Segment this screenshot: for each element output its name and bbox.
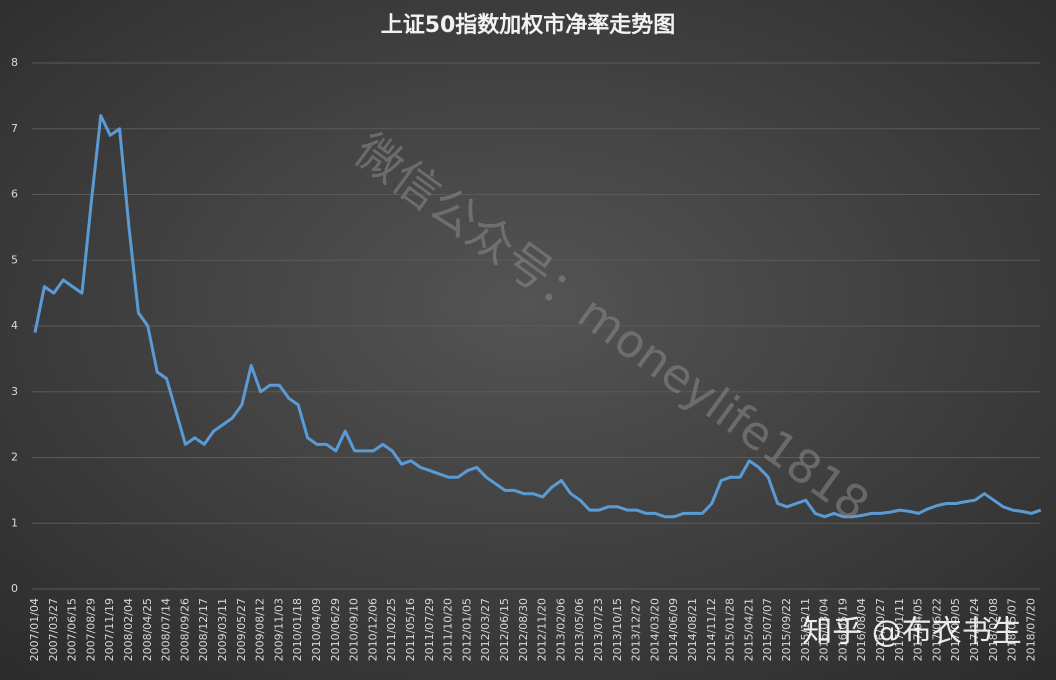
x-tick-label: 2011/05/16 [404, 598, 417, 661]
data-line [33, 114, 1042, 519]
x-tick-label: 2018/07/20 [1024, 598, 1037, 661]
x-tick-label: 2010/01/18 [291, 598, 304, 661]
x-tick-label: 2015/01/28 [724, 598, 737, 661]
x-tick-label: 2016/10/27 [874, 598, 887, 661]
x-tick-label: 2014/06/09 [667, 598, 680, 661]
x-tick-label: 2008/02/04 [122, 598, 135, 661]
x-tick-label: 2014/03/20 [648, 598, 661, 661]
x-tick-label: 2007/01/04 [28, 598, 41, 661]
x-tick-label: 2016/08/04 [855, 598, 868, 661]
x-tick-label: 2008/04/25 [141, 598, 154, 661]
y-tick-label: 1 [11, 516, 18, 529]
x-tick-label: 2014/11/12 [705, 598, 718, 661]
x-tick-label: 2013/10/15 [611, 598, 624, 661]
y-tick-label: 2 [11, 451, 18, 464]
x-tick-label: 2015/09/22 [780, 598, 793, 661]
x-tick-label: 2009/05/27 [235, 598, 248, 661]
x-tick-label: 2016/03/04 [818, 598, 831, 661]
x-tick-label: 2010/09/10 [348, 598, 361, 661]
x-tick-label: 2018/05/07 [1006, 598, 1019, 661]
x-tick-label: 2010/12/06 [366, 598, 379, 661]
x-tick-label: 2012/01/05 [460, 598, 473, 661]
x-tick-label: 2007/06/15 [66, 598, 79, 661]
x-tick-label: 2016/05/19 [836, 598, 849, 661]
x-tick-label: 2007/03/27 [47, 598, 60, 661]
x-tick-label: 2017/09/05 [949, 598, 962, 661]
x-tick-label: 2017/06/22 [930, 598, 943, 661]
x-tick-label: 2007/08/29 [84, 598, 97, 661]
x-tick-label: 2015/12/11 [799, 598, 812, 661]
x-tick-label: 2014/08/21 [686, 598, 699, 661]
y-tick-label: 3 [11, 385, 18, 398]
chart-title: 上证50指数加权市净率走势图 [381, 12, 676, 38]
x-tick-label: 2013/05/06 [573, 598, 586, 661]
x-tick-label: 2011/07/29 [423, 598, 436, 661]
x-tick-label: 2011/02/25 [385, 598, 398, 661]
x-tick-label: 2012/03/27 [479, 598, 492, 661]
x-tick-label: 2011/10/20 [442, 598, 455, 661]
x-tick-label: 2017/01/11 [893, 598, 906, 661]
x-tick-label: 2013/02/06 [554, 598, 567, 661]
x-tick-label: 2008/12/17 [197, 598, 210, 661]
y-tick-label: 4 [11, 319, 18, 332]
x-tick-label: 2017/11/24 [968, 598, 981, 661]
x-tick-label: 2007/11/19 [103, 598, 116, 661]
watermark: 知乎 @布衣书生 [802, 615, 1022, 650]
x-tick-label: 2015/04/21 [742, 598, 755, 661]
plot-area: 0 1 2 3 4 5 6 7 8 2007/01/04 2007/03/27 2007/06/15 2… [11, 56, 1042, 661]
x-tick-label: 2017/04/05 [912, 598, 925, 661]
y-tick-label: 5 [11, 253, 18, 266]
x-tick-label: 2009/08/12 [254, 598, 267, 661]
y-tick-label: 7 [11, 122, 18, 135]
x-tick-label: 2012/08/30 [517, 598, 530, 661]
y-tick-label: 0 [11, 582, 18, 595]
x-tick-label: 2012/06/15 [498, 598, 511, 661]
x-tick-label: 2012/11/20 [536, 598, 549, 661]
x-tick-label: 2015/07/07 [761, 598, 774, 661]
y-tick-label: 6 [11, 188, 18, 201]
x-tick-label: 2009/11/03 [272, 598, 285, 661]
x-tick-label: 2013/07/23 [592, 598, 605, 661]
x-tick-label: 2010/06/29 [329, 598, 342, 661]
x-tick-label: 2018/02/08 [987, 598, 1000, 661]
x-tick-label: 2010/04/09 [310, 598, 323, 661]
x-tick-label: 2013/12/27 [630, 598, 643, 661]
x-tick-label: 2008/07/14 [160, 598, 173, 661]
y-tick-label: 8 [11, 56, 18, 69]
x-tick-label: 2009/03/11 [216, 598, 229, 661]
x-tick-label: 2008/09/26 [178, 598, 191, 661]
